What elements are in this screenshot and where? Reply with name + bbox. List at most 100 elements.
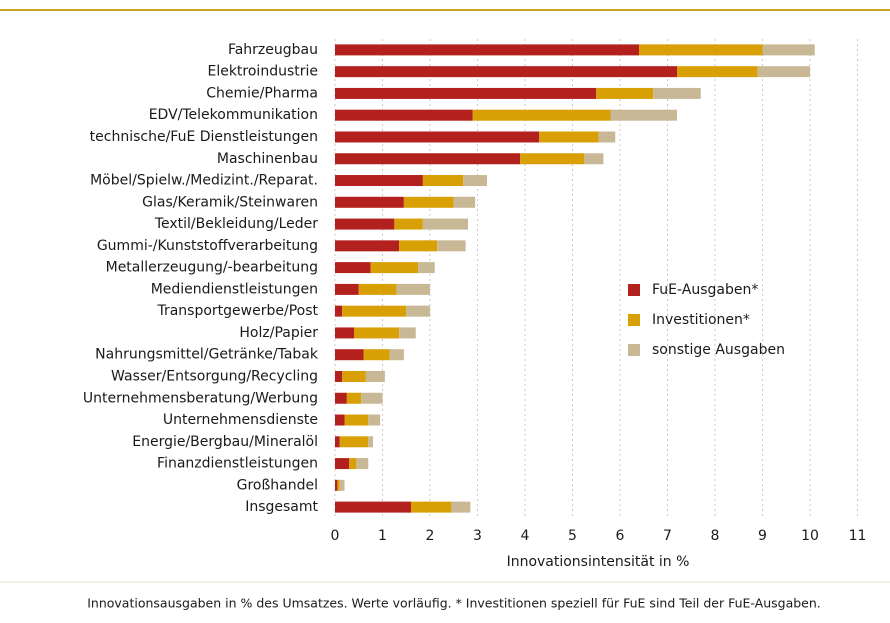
y-tick-label: Transportgewerbe/Post [156,303,318,319]
bar-segment [363,349,390,361]
bar-segment [335,349,364,361]
bar-segment [598,131,616,143]
bar-segment [639,44,763,56]
y-tick-label: Holz/Papier [239,325,318,341]
bar-segment [335,153,521,165]
y-tick-label: Maschinenbau [217,151,318,167]
y-tick-label: Insgesamt [245,499,318,515]
y-tick-label: Elektroindustrie [207,64,318,80]
legend-label: Investitionen* [652,312,750,328]
bar-segment [335,44,639,56]
y-tick-label: Mediendienstleistungen [151,281,318,297]
bar-segment [335,327,354,339]
bar-segment [389,349,404,361]
bar-segment [344,414,369,426]
bar-segment [349,458,357,470]
bar-segment [335,305,343,317]
bar-segment [396,283,430,295]
bar-segment [411,501,452,513]
y-tick-label: Glas/Keramik/Steinwaren [142,194,318,210]
y-tick-label: Energie/Bergbau/Mineralöl [132,434,318,450]
bar-segment [335,262,371,274]
bar-segment [453,196,476,208]
y-tick-label: Fahrzeugbau [228,42,318,58]
x-tick-label: 7 [663,528,672,544]
bar-segment [337,479,340,491]
x-tick-label: 10 [801,528,819,544]
y-tick-label: Unternehmensdienste [163,412,318,428]
bar-segment [472,109,611,121]
bar-segment [335,283,359,295]
bar-segment [399,327,416,339]
bar-segment [335,370,343,382]
bar-segment [406,305,430,317]
y-tick-label: Metallerzeugung/-bearbeitung [106,260,318,276]
y-tick-label: EDV/Telekommunikation [149,107,318,123]
x-tick-label: 2 [426,528,435,544]
legend-swatch [628,344,640,356]
bar-segment [653,87,701,99]
bar-segment [418,262,435,274]
bar-segment [358,283,397,295]
x-tick-label: 11 [849,528,867,544]
x-tick-label: 9 [758,528,767,544]
bar-segment [394,218,423,230]
legend-swatch [628,314,640,326]
footnote: Innovationsausgaben in % des Umsatzes. W… [87,596,821,611]
y-tick-label: Großhandel [237,477,318,493]
bar-segment [365,370,385,382]
x-tick-label: 4 [521,528,530,544]
bar-segment [422,175,464,187]
y-tick-label: Nahrungsmittel/Getränke/Tabak [95,347,319,363]
bar-segment [399,240,438,252]
bar-segment [335,392,347,404]
bar-segment [463,175,487,187]
bar-segment [346,392,362,404]
y-tick-label: Chemie/Pharma [206,85,318,101]
legend-label: FuE-Ausgaben* [652,282,758,298]
bar-segment [422,218,468,230]
bar-segment [451,501,471,513]
bar-segment [335,436,340,448]
bar-segment [361,392,383,404]
bar-segment [762,44,815,56]
bar-segment [335,501,411,513]
bar-segment [335,175,423,187]
bar-segment [335,240,400,252]
bar-segment [342,370,366,382]
legend-swatch [628,284,640,296]
y-tick-label: Unternehmensberatung/Werbung [83,390,318,406]
x-tick-label: 0 [331,528,340,544]
bar-segment [335,414,345,426]
legend-label: sonstige Ausgaben [652,342,785,358]
y-tick-label: Wasser/Entsorgung/Recycling [111,368,318,384]
bar-segment [610,109,677,121]
y-tick-label: Finanzdienstleistungen [157,456,318,472]
bar-segment [370,262,419,274]
x-tick-label: 1 [378,528,387,544]
bar-segment [354,327,400,339]
bar-segment [403,196,454,208]
bar-segment [339,436,369,448]
y-tick-label: Möbel/Spielw./Medizint./Reparat. [90,173,318,189]
bar-segment [520,153,585,165]
bar-segment [335,66,677,78]
bar-segment [335,131,540,143]
x-tick-label: 3 [473,528,482,544]
bar-segment [335,109,473,121]
bar-segment [368,436,373,448]
bar-segment [335,87,597,99]
bar-segment [757,66,810,78]
bar-segment [342,305,407,317]
bar-segment [437,240,466,252]
y-tick-label: technische/FuE Dienstleistungen [90,129,318,145]
x-tick-label: 8 [711,528,720,544]
bar-segment [335,458,350,470]
bar-segment [335,218,395,230]
bar-segment [596,87,654,99]
x-tick-label: 5 [568,528,577,544]
bar-segment [677,66,758,78]
x-tick-label: 6 [616,528,625,544]
bar-segment [335,196,404,208]
